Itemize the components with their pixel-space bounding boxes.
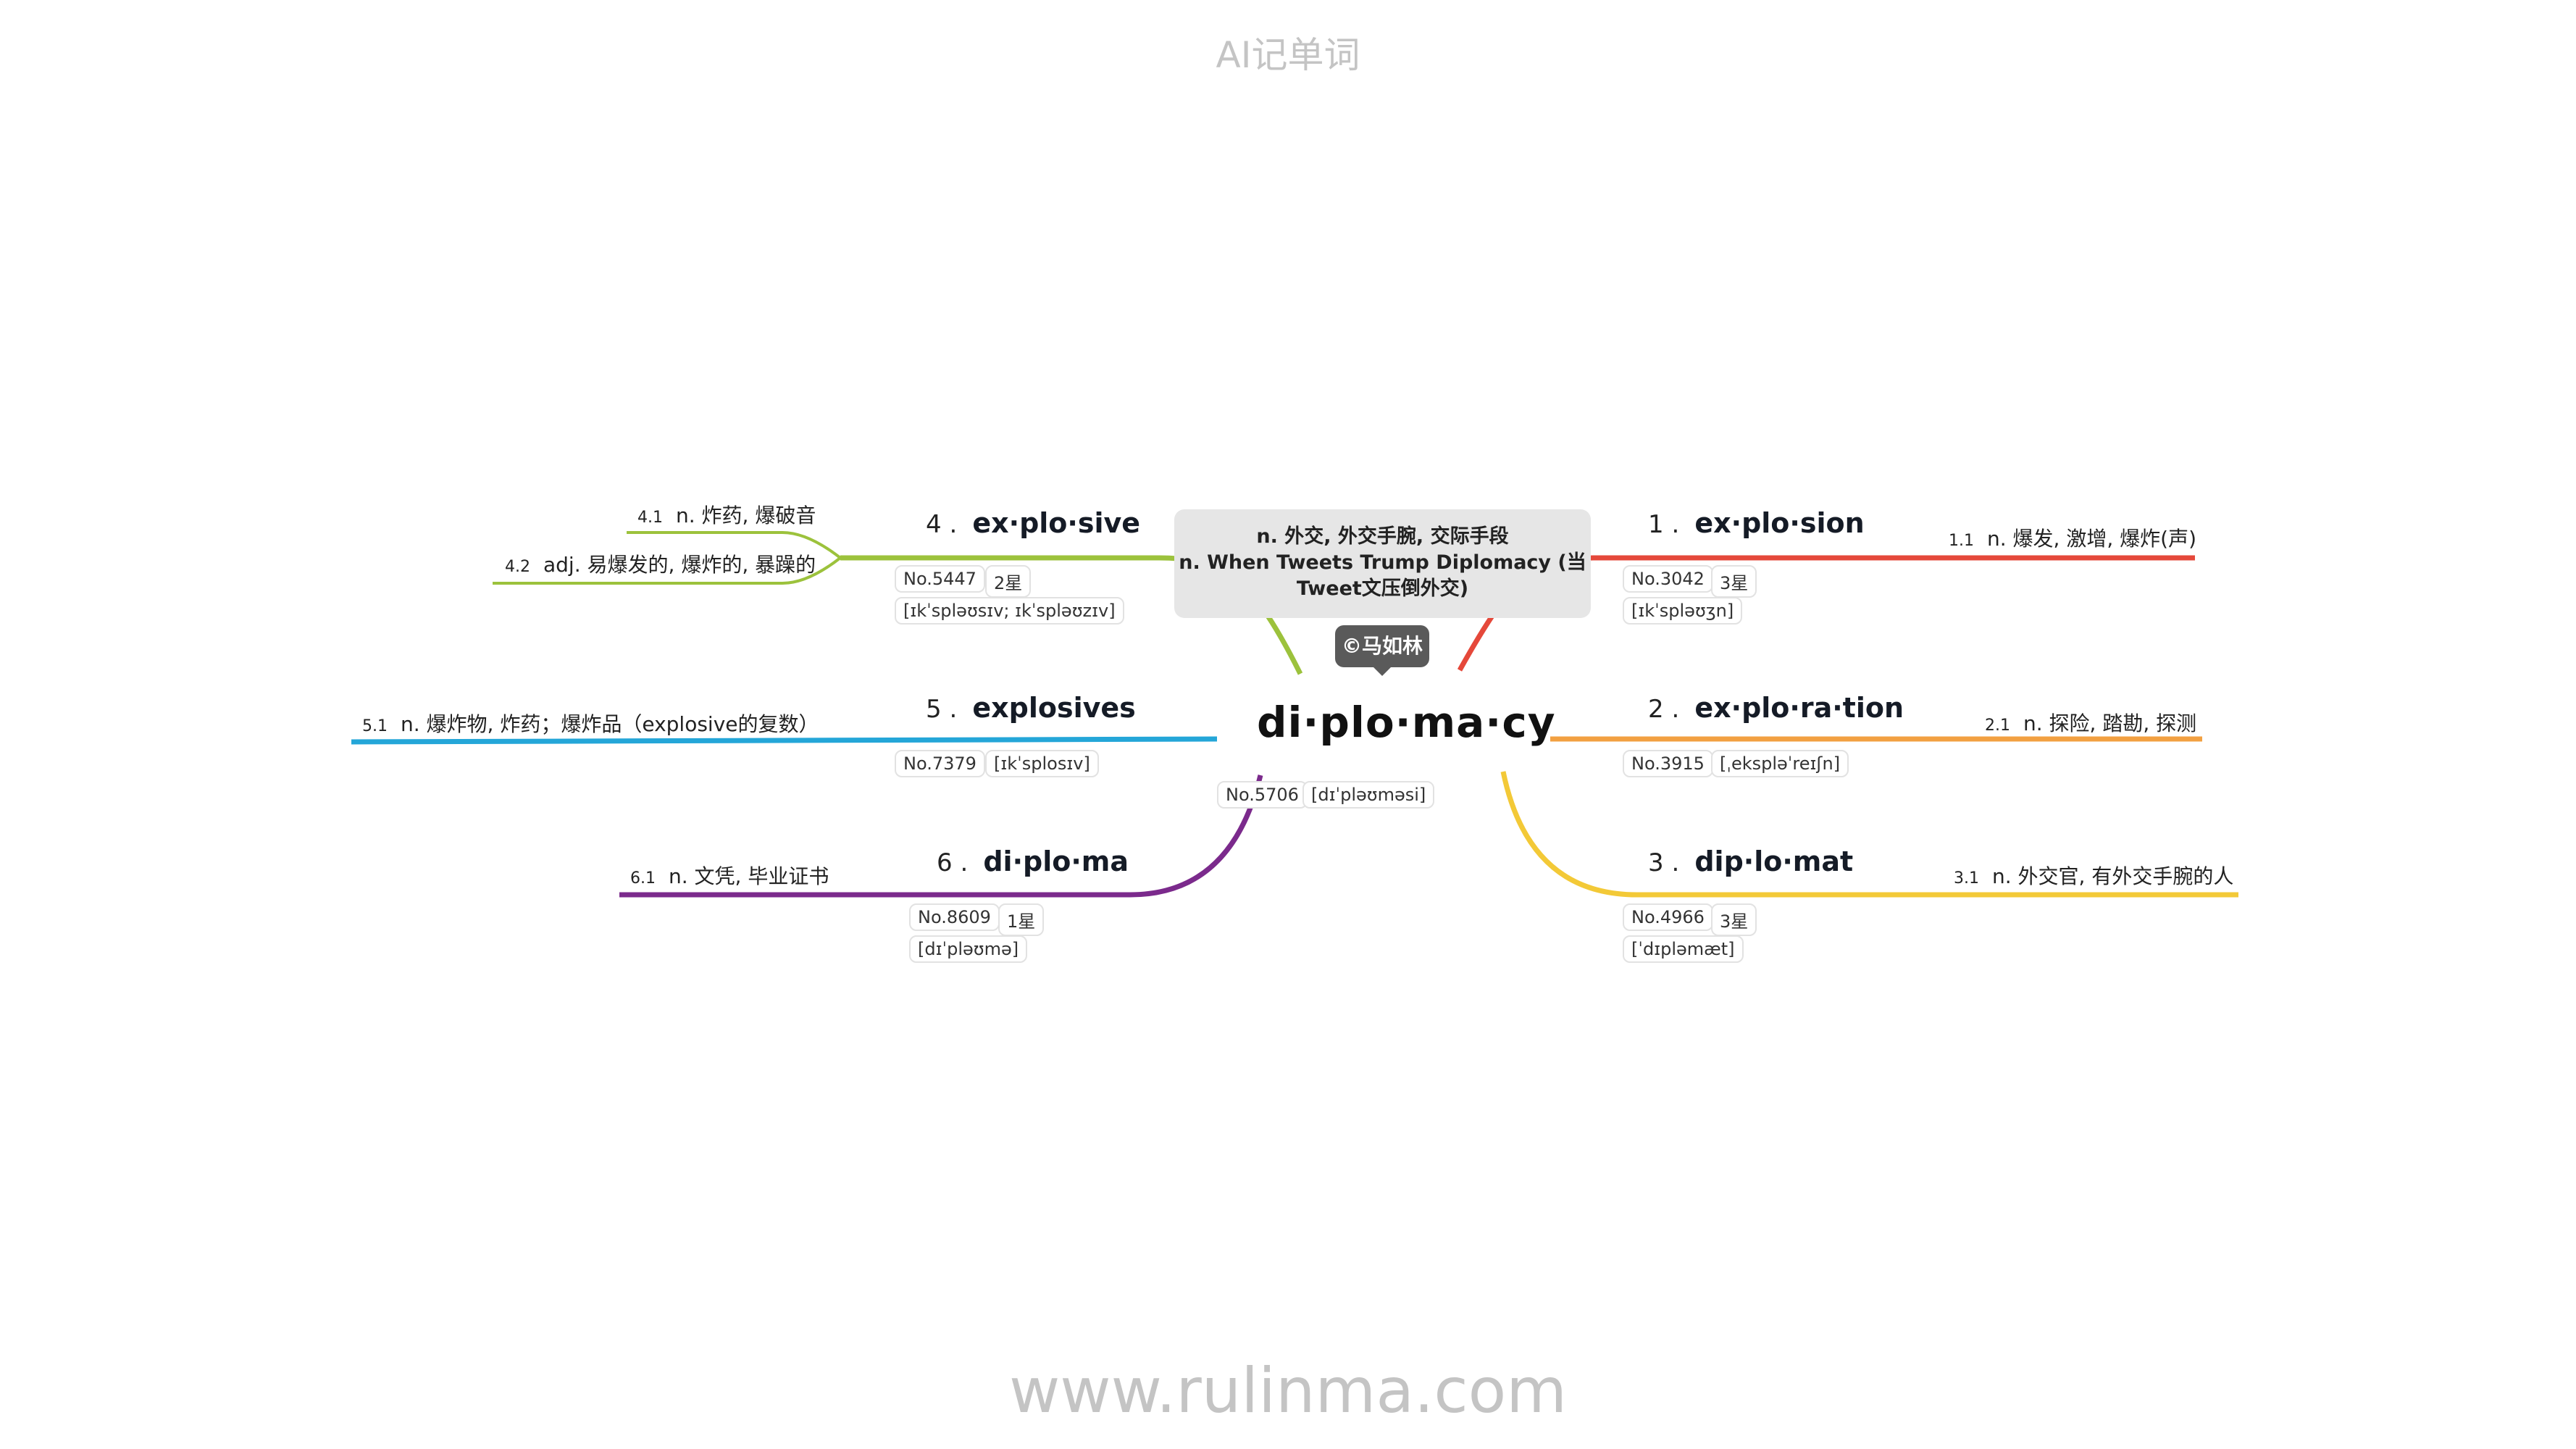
- exploration-no-tag: No.3915: [1623, 750, 1713, 777]
- diploma-def-1[interactable]: 6.1 n. 文凭, 毕业证书: [630, 861, 829, 890]
- root-word[interactable]: di·plo·ma·cy: [1257, 698, 1556, 747]
- explosive-stars-tag: 2星: [985, 565, 1032, 598]
- exploration-def-1[interactable]: 2.1 n. 探险, 踏勘, 探测: [1985, 708, 2196, 737]
- diploma-no-tag: No.8609: [909, 903, 1000, 931]
- def-number: 5.1: [362, 717, 388, 735]
- branch-word: ex·plo·sive: [972, 507, 1141, 539]
- diploma-phonetic-tag: [dɪˈpləʊmə]: [909, 935, 1028, 963]
- def-text: n. 爆发, 激增, 爆炸(声): [1987, 527, 2196, 551]
- root-phonetic-tag: [dɪˈpləʊməsi]: [1302, 781, 1435, 809]
- explosives-no-tag: No.7379: [895, 750, 985, 777]
- explosives-def-1[interactable]: 5.1 n. 爆炸物, 炸药；爆炸品（explosive的复数）: [362, 709, 819, 738]
- explosives-phonetic-tag: [ɪkˈsplosɪv]: [985, 750, 1099, 777]
- explosive-no-tag: No.5447: [895, 565, 985, 593]
- branch-word: dip·lo·mat: [1694, 845, 1854, 877]
- def-number: 4.2: [505, 558, 530, 576]
- explosion-stars-tag: 3星: [1711, 565, 1757, 598]
- branch-number: 6 .: [937, 848, 969, 877]
- branch-explosives[interactable]: 5 . explosives: [926, 692, 1136, 724]
- connector-diplomat: [1500, 771, 2238, 898]
- app-title: AI记单词: [1216, 34, 1360, 76]
- root-meaning-1: n. 外交, 外交手腕, 交际手段: [1256, 525, 1509, 548]
- def-text: adj. 易爆发的, 爆炸的, 暴躁的: [543, 553, 816, 577]
- diplomat-no-tag: No.4966: [1623, 903, 1713, 931]
- explosive-phonetic-tag: [ɪkˈspləʊsɪv; ɪkˈspləʊzɪv]: [895, 597, 1124, 625]
- diplomat-stars-tag: 3星: [1711, 903, 1757, 936]
- explosive-def-2[interactable]: 4.2 adj. 易爆发的, 爆炸的, 暴躁的: [505, 549, 816, 578]
- def-text: n. 爆炸物, 炸药；爆炸品（explosive的复数）: [401, 712, 819, 736]
- explosion-phonetic-tag: [ɪkˈspləʊʒn]: [1623, 597, 1743, 625]
- branch-diplomat[interactable]: 3 . dip·lo·mat: [1648, 845, 1853, 877]
- def-number: 1.1: [1949, 532, 1974, 550]
- branch-word: ex·plo·sion: [1694, 507, 1865, 539]
- branch-number: 2 .: [1648, 695, 1680, 724]
- branch-number: 5 .: [926, 695, 958, 724]
- explosive-def-1[interactable]: 4.1 n. 炸药, 爆破音: [637, 500, 816, 529]
- def-number: 2.1: [1985, 717, 2010, 735]
- def-text: n. 外交官, 有外交手腕的人: [1992, 864, 2234, 888]
- root-meaning-box: n. 外交, 外交手腕, 交际手段 n. When Tweets Trump D…: [1174, 509, 1591, 618]
- branch-number: 4 .: [926, 510, 958, 539]
- def-text: n. 探险, 踏勘, 探测: [2023, 711, 2197, 735]
- connector-explosive-def1: [627, 531, 842, 559]
- root-meaning-2: n. When Tweets Trump Diplomacy (当Tweet文压…: [1179, 551, 1586, 600]
- def-number: 6.1: [630, 869, 656, 888]
- def-number: 3.1: [1954, 869, 1979, 888]
- root-no-tag: No.5706: [1217, 781, 1308, 809]
- branch-word: explosives: [972, 692, 1136, 724]
- branch-number: 1 .: [1648, 510, 1680, 539]
- diplomat-phonetic-tag: [ˈdɪpləmæt]: [1623, 935, 1744, 963]
- author-badge: ©马如林: [1335, 625, 1429, 676]
- branch-word: di·plo·ma: [983, 845, 1129, 877]
- branch-diploma[interactable]: 6 . di·plo·ma: [937, 845, 1129, 877]
- explosion-def-1[interactable]: 1.1 n. 爆发, 激增, 爆炸(声): [1949, 523, 2196, 552]
- branch-exploration[interactable]: 2 . ex·plo·ra·tion: [1648, 692, 1904, 724]
- branch-explosion[interactable]: 1 . ex·plo·sion: [1648, 507, 1865, 539]
- def-number: 4.1: [637, 509, 663, 527]
- branch-number: 3 .: [1648, 848, 1680, 877]
- def-text: n. 文凭, 毕业证书: [669, 864, 829, 888]
- def-text: n. 炸药, 爆破音: [676, 504, 816, 527]
- connector-explosives: [351, 736, 1218, 745]
- connector-explosive-def2: [493, 556, 842, 585]
- explosion-no-tag: No.3042: [1623, 565, 1713, 593]
- branch-word: ex·plo·ra·tion: [1694, 692, 1904, 724]
- footer-url: www.rulinma.com: [1008, 1355, 1568, 1427]
- diplomat-def-1[interactable]: 3.1 n. 外交官, 有外交手腕的人: [1954, 861, 2233, 890]
- branch-explosive[interactable]: 4 . ex·plo·sive: [926, 507, 1140, 539]
- exploration-phonetic-tag: [ˌekspləˈreɪʃn]: [1711, 750, 1849, 777]
- diploma-stars-tag: 1星: [998, 903, 1045, 936]
